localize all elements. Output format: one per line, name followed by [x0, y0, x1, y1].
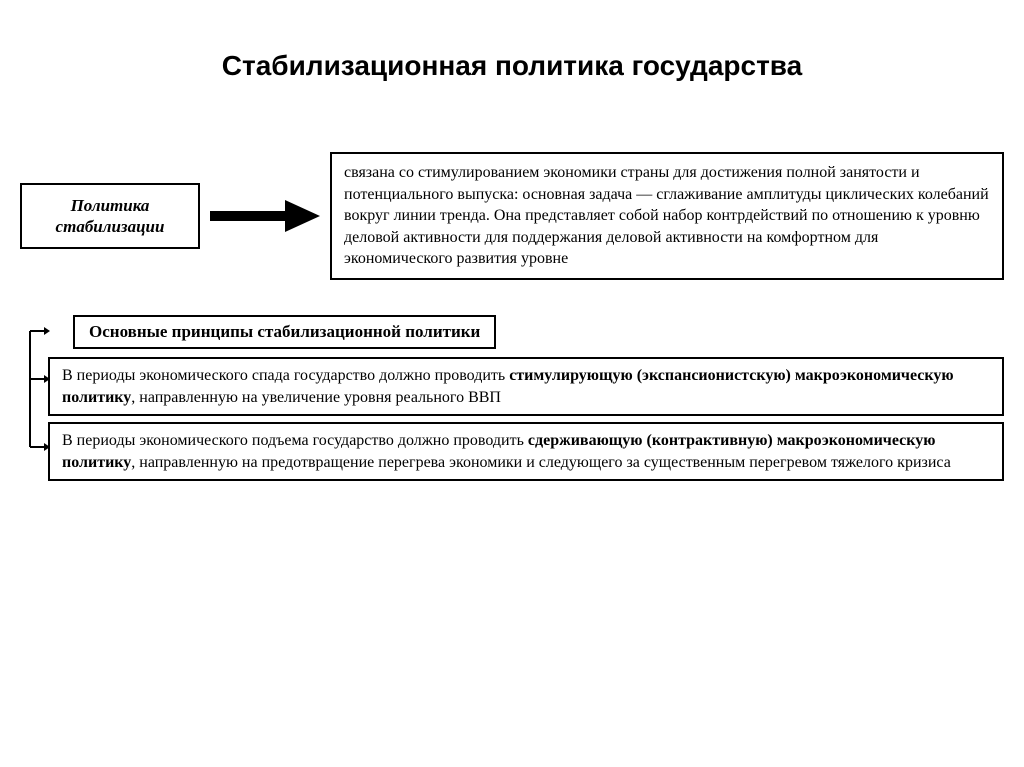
page-title: Стабилизационная политика государства [20, 50, 1004, 82]
principle-box-2: В периоды экономического подъема государ… [48, 422, 1004, 481]
principles-header-box: Основные принципы стабилизационной полит… [73, 315, 496, 349]
principle1-post: , направленную на увеличение уровня реал… [131, 389, 501, 406]
definition-box: связана со стимулированием экономики стр… [330, 152, 1004, 280]
principle2-post: , направленную на предотвращение перегре… [131, 454, 951, 471]
policy-label-box: Политика стабилизации [20, 183, 200, 250]
arrow-icon [200, 198, 330, 234]
connector-lines-icon [20, 315, 50, 495]
definition-row: Политика стабилизации связана со стимули… [20, 152, 1004, 280]
principle1-pre: В периоды экономического спада государст… [62, 367, 509, 384]
principle2-pre: В периоды экономического подъема государ… [62, 432, 528, 449]
principles-section: Основные принципы стабилизационной полит… [20, 315, 1004, 481]
principle-box-1: В периоды экономического спада государст… [48, 357, 1004, 416]
